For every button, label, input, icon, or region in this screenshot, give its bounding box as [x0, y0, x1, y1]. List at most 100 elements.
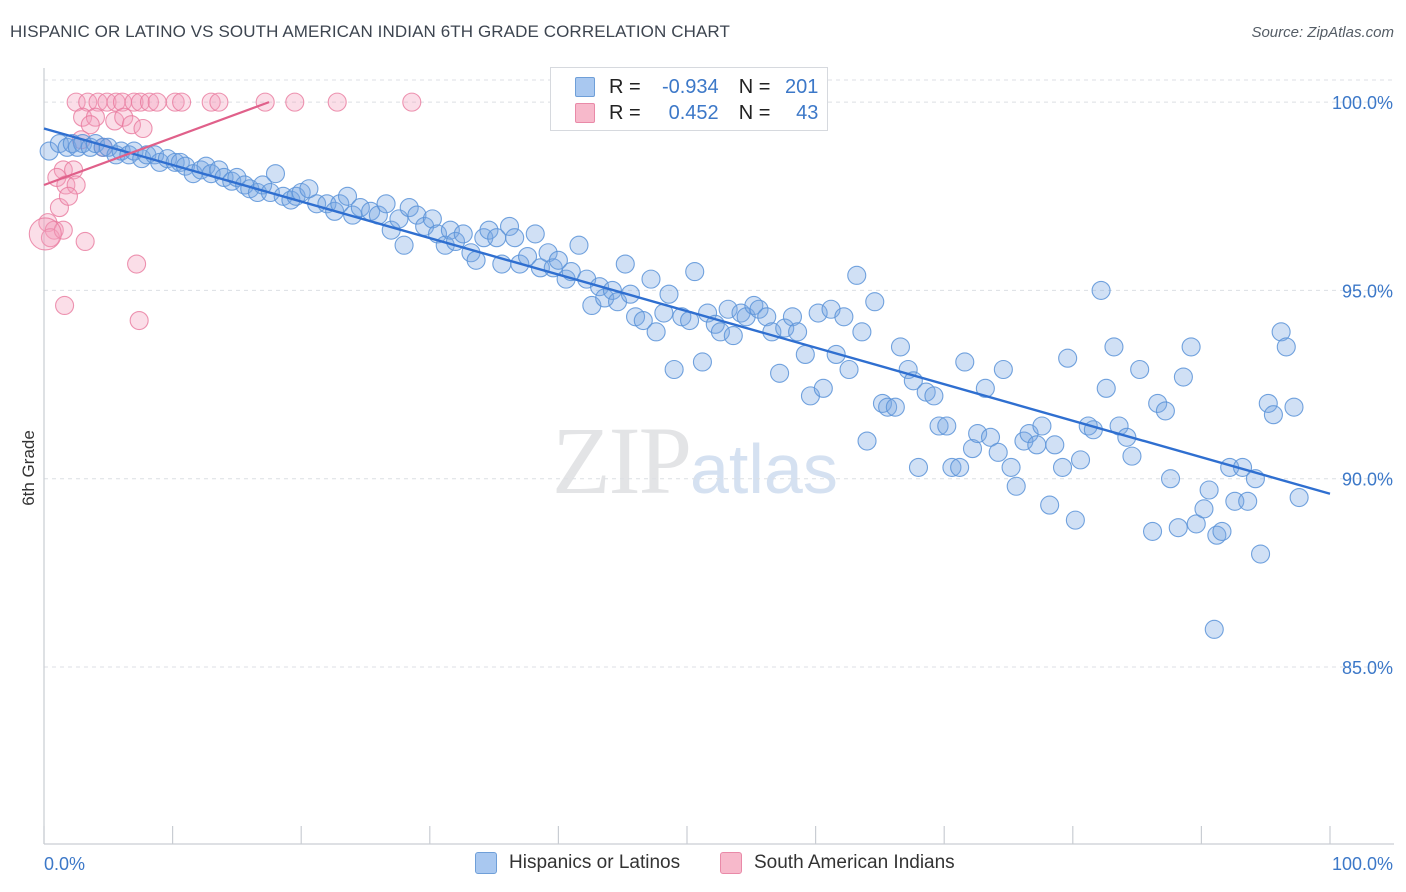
data-point-south-american — [127, 254, 147, 274]
data-point-hispanic — [1284, 397, 1304, 417]
data-point-hispanic — [394, 235, 414, 255]
data-point-south-american — [255, 92, 275, 112]
data-point-hispanic — [440, 220, 460, 240]
data-point-hispanic — [1160, 469, 1181, 489]
data-point-hispanic — [852, 322, 872, 342]
data-point-hispanic — [857, 431, 877, 451]
legend-row-hispanic: R = -0.934 N = 201 — [575, 74, 818, 100]
data-point-hispanic — [839, 359, 859, 380]
data-point-hispanic — [710, 322, 730, 342]
data-point-hispanic — [1204, 619, 1224, 639]
data-point-hispanic — [878, 397, 898, 417]
data-point-hispanic — [1006, 476, 1026, 496]
data-point-south-american — [327, 92, 347, 112]
legend-n-label: N = — [738, 101, 771, 124]
data-point-hispanic — [1104, 337, 1124, 357]
data-point-hispanic — [1052, 457, 1073, 477]
data-point-hispanic — [548, 250, 568, 270]
data-point-hispanic — [885, 397, 905, 417]
data-point-hispanic — [422, 209, 442, 229]
data-point-hispanic — [615, 254, 635, 274]
data-point-south-american — [172, 92, 192, 112]
series-legend-south-american: South American Indians — [720, 852, 955, 874]
data-point-hispanic — [1186, 514, 1206, 534]
data-point-hispanic — [834, 307, 854, 327]
series-label-hispanic: Hispanics or Latinos — [509, 852, 681, 873]
data-point-hispanic — [1027, 435, 1047, 455]
data-point-hispanic — [633, 310, 653, 331]
data-point-hispanic — [1207, 525, 1227, 545]
data-point-hispanic — [1212, 521, 1232, 541]
data-point-hispanic — [376, 194, 396, 214]
data-point-south-american — [75, 231, 95, 252]
trend-line-hispanic — [43, 127, 1331, 495]
data-point-hispanic — [795, 344, 815, 364]
data-point-south-american — [124, 92, 144, 112]
data-point-hispanic — [641, 269, 661, 289]
series-legend: Hispanics or Latinos South American Indi… — [0, 852, 1406, 878]
data-point-hispanic — [1181, 337, 1201, 357]
series-swatch-blue — [475, 852, 497, 874]
legend-r-value: 0.452 — [668, 101, 719, 124]
data-point-hispanic — [988, 442, 1008, 462]
data-point-hispanic — [538, 243, 558, 263]
data-point-hispanic — [39, 141, 59, 161]
correlation-legend: R = -0.934 N = 201 R = 0.452 N = 43 — [550, 67, 828, 131]
data-point-hispanic — [788, 322, 808, 342]
watermark: ZIPatlas — [552, 405, 838, 516]
data-point-hispanic — [955, 352, 975, 372]
data-point-hispanic — [569, 235, 589, 255]
data-point-hispanic — [1173, 367, 1193, 387]
data-point-hispanic — [1276, 337, 1296, 357]
legend-n-value: 201 — [785, 75, 819, 98]
data-point-south-american — [58, 186, 78, 206]
data-point-hispanic — [872, 393, 893, 413]
data-point-hispanic — [1263, 405, 1283, 425]
y-tick-label: 85.0% — [1342, 658, 1393, 678]
data-point-hispanic — [299, 179, 319, 199]
data-point-hispanic — [975, 378, 995, 398]
data-point-hispanic — [1083, 420, 1103, 440]
data-point-hispanic — [980, 427, 1001, 447]
data-point-hispanic — [962, 439, 983, 459]
data-point-hispanic — [890, 337, 911, 357]
data-point-hispanic — [1199, 480, 1219, 500]
data-point-hispanic — [350, 198, 370, 218]
data-point-south-american — [165, 92, 185, 112]
data-point-hispanic — [265, 164, 286, 184]
data-point-hispanic — [1032, 416, 1052, 436]
legend-n-label: N = — [738, 75, 771, 98]
data-point-south-american — [66, 175, 86, 195]
x-tick-label: 0.0% — [44, 854, 85, 874]
data-point-south-american — [133, 118, 153, 139]
y-tick-label: 100.0% — [1332, 93, 1393, 113]
data-point-hispanic — [1258, 393, 1278, 413]
legend-r-label: R = — [609, 101, 641, 124]
data-point-hispanic — [1058, 348, 1078, 368]
data-point-hispanic — [664, 359, 684, 380]
data-point-hispanic — [942, 457, 962, 477]
data-point-south-american — [121, 115, 141, 135]
data-point-hispanic — [659, 284, 679, 304]
data-point-hispanic — [1070, 450, 1091, 470]
legend-r-value: -0.934 — [661, 75, 719, 98]
series-legend-hispanic: Hispanics or Latinos — [475, 852, 680, 874]
y-axis-title: 6th Grade — [19, 430, 38, 506]
data-point-south-american — [78, 92, 98, 112]
data-point-hispanic — [337, 186, 358, 206]
data-point-hispanic — [1142, 521, 1163, 541]
data-point-hispanic — [782, 307, 803, 327]
data-point-hispanic — [770, 363, 790, 383]
data-point-hispanic — [1130, 359, 1150, 380]
data-point-hispanic — [499, 216, 520, 236]
data-point-hispanic — [1251, 544, 1271, 564]
x-tick-label: 100.0% — [1332, 854, 1393, 874]
data-point-hispanic — [718, 299, 738, 319]
source-label: Source: ZipAtlas.com — [1251, 24, 1394, 41]
data-point-hispanic — [646, 322, 666, 342]
data-point-hispanic — [1271, 322, 1291, 342]
data-point-hispanic — [407, 205, 427, 225]
data-point-hispanic — [1091, 280, 1111, 300]
data-point-hispanic — [929, 416, 949, 436]
